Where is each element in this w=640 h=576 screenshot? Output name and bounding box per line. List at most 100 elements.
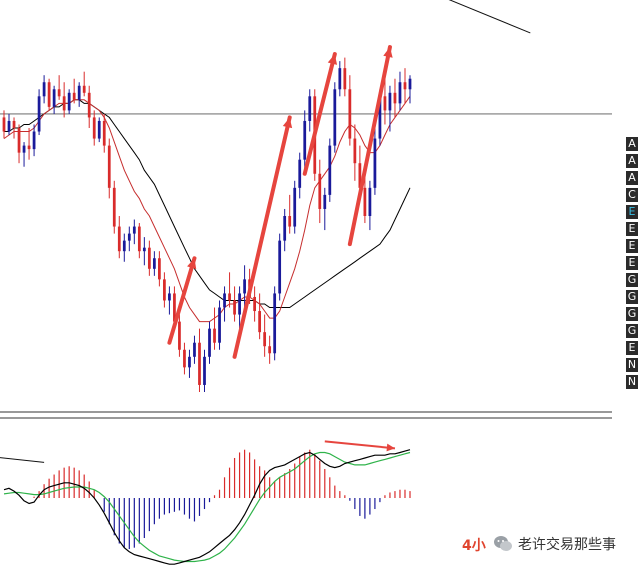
candle-body <box>253 296 256 312</box>
candle-body <box>47 82 51 107</box>
candle-body <box>62 96 66 111</box>
candle-body <box>398 82 402 104</box>
candle-body <box>223 293 226 308</box>
candle-body <box>323 194 327 209</box>
candle-body <box>183 349 186 368</box>
candle-body <box>303 120 307 160</box>
trendline-0 <box>448 0 531 34</box>
candle-body <box>32 131 36 150</box>
sidebar-button-2[interactable]: A <box>626 171 638 185</box>
candle-body <box>383 96 387 111</box>
candle-body <box>147 247 151 269</box>
sidebar-button-10[interactable]: G <box>626 307 638 321</box>
trend-arrow-2 <box>302 52 337 176</box>
candle-body <box>142 247 146 252</box>
sidebar-button-9[interactable]: G <box>626 290 638 304</box>
price-panel <box>0 0 612 463</box>
sidebar-button-12[interactable]: E <box>626 341 638 355</box>
candle-body <box>408 78 412 90</box>
candle-body <box>288 216 292 227</box>
trend-arrow-0 <box>167 256 197 345</box>
candle-body <box>348 89 352 139</box>
candle-body <box>318 173 322 209</box>
macd-dea-line <box>3 451 411 563</box>
sidebar-button-14[interactable]: N <box>626 375 638 389</box>
trend-arrow-head-3 <box>383 47 393 58</box>
candle-body <box>137 226 141 252</box>
sidebar-button-5[interactable]: E <box>626 222 638 236</box>
candle-body <box>388 92 392 111</box>
candle-body <box>298 159 302 188</box>
candle-body <box>22 145 26 153</box>
trend-arrow-head-0 <box>187 258 197 270</box>
candle-body <box>228 293 231 301</box>
candle-body <box>213 328 216 343</box>
trend-arrow-1 <box>232 115 292 359</box>
watermark-text: 老许交易那些事 <box>518 537 616 553</box>
candle-body <box>198 342 201 385</box>
candle-body <box>353 138 357 164</box>
candle-body <box>163 279 166 301</box>
candle-body <box>188 356 191 368</box>
sidebar-button-3[interactable]: C <box>626 188 638 202</box>
candle-body <box>42 82 46 97</box>
timeframe-label: 4小 <box>462 538 486 554</box>
candle-body <box>112 187 116 227</box>
watermark: 老许交易那些事 <box>492 530 616 558</box>
candle-body <box>328 145 332 195</box>
candle-body <box>2 117 6 132</box>
candle-body <box>273 293 277 354</box>
candle-body <box>52 89 56 107</box>
sidebar-button-6[interactable]: E <box>626 239 638 253</box>
sidebar-button-13[interactable]: N <box>626 358 638 372</box>
candle-body <box>132 226 136 234</box>
candle-body <box>87 92 91 118</box>
candle-body <box>193 342 196 357</box>
sidebar-button-4[interactable]: E <box>626 205 638 219</box>
candle-body <box>117 226 121 252</box>
candle-body <box>283 216 287 241</box>
candle-body <box>278 240 282 294</box>
candle-body <box>368 187 372 216</box>
candle-body <box>243 279 246 294</box>
candle-body <box>12 120 16 128</box>
trend-arrow-head-1 <box>282 117 293 129</box>
sidebar-button-8[interactable]: G <box>626 273 638 287</box>
candle-body <box>107 145 111 188</box>
trendline-1 <box>0 457 45 463</box>
sidebar-button-11[interactable]: G <box>626 324 638 338</box>
sidebar-button-7[interactable]: E <box>626 256 638 270</box>
macd-arrow-head-0 <box>386 443 395 452</box>
candle-body <box>158 258 161 280</box>
ma-fast-line <box>3 96 411 323</box>
sidebar-button-1[interactable]: A <box>626 154 638 168</box>
trend-arrow-3 <box>347 45 392 247</box>
sidebar-button-0[interactable]: A <box>626 137 638 151</box>
candle-body <box>358 163 362 188</box>
candle-body <box>27 145 31 150</box>
candle-body <box>393 92 397 104</box>
candle-body <box>203 356 206 385</box>
wechat-logo-icon <box>494 536 512 551</box>
candle-body <box>378 96 382 139</box>
candle-body <box>308 96 312 121</box>
macd-dif-line <box>3 449 411 565</box>
candle-body <box>373 138 377 188</box>
candle-body <box>122 240 126 252</box>
candle-body <box>92 117 96 139</box>
trend-arrow-head-2 <box>327 54 338 65</box>
candle-body <box>127 233 131 241</box>
candle-body <box>338 68 342 90</box>
candle-body <box>208 328 211 357</box>
candle-body <box>343 68 347 90</box>
candle-body <box>82 85 86 93</box>
candle-body <box>363 187 367 216</box>
candle-body <box>218 307 221 343</box>
candle-body <box>258 311 262 333</box>
candle-body <box>293 187 297 227</box>
candle-body <box>152 258 156 269</box>
candle-body <box>263 332 267 347</box>
macd-panel <box>3 440 411 565</box>
